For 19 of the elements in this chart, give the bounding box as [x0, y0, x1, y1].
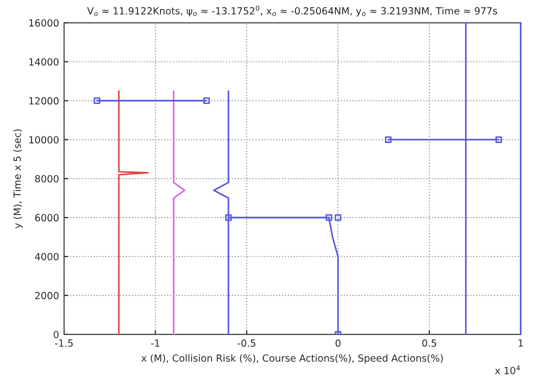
text: x 10$^{4}$ — [494, 365, 520, 374]
x-tick-label: 0 — [336, 339, 340, 347]
chart-title: V$_{o}$ ≈ 11.9122Knots, ψ$_{o}$ ≈ -13.1752$^{0}$, x$_{o}$ ≈ -0.25064NM, y$_{o}$ ≈ 3.2193NM, Time ≈ 977s — [87, 6, 498, 16]
y-tick-label: 10000 — [29, 136, 59, 144]
x-tick-label: 1 — [518, 340, 523, 347]
y-axis-title: y (M), Time x 5 (sec) — [13, 129, 23, 228]
x-tick-label: -1.5 — [55, 340, 73, 347]
y-tick-label: 14000 — [29, 58, 59, 66]
x-axis-title: x (M), Collision Risk (%), Course Actions(%), Speed Actions(%) — [141, 354, 443, 364]
y-tick-label: 8000 — [35, 175, 59, 182]
x-tick-label: -0.5 — [238, 339, 256, 347]
x-tick-label: -1 — [151, 340, 160, 347]
x-tick-label: 0.5 — [422, 339, 436, 347]
y-tick-label: 12000 — [29, 97, 59, 105]
y-tick-label: 4000 — [34, 252, 59, 260]
y-tick-label: 0 — [54, 330, 59, 338]
y-tick-label: 16000 — [29, 19, 59, 27]
y-tick-label: 2000 — [35, 292, 59, 300]
y-tick-label: 6000 — [35, 214, 59, 222]
